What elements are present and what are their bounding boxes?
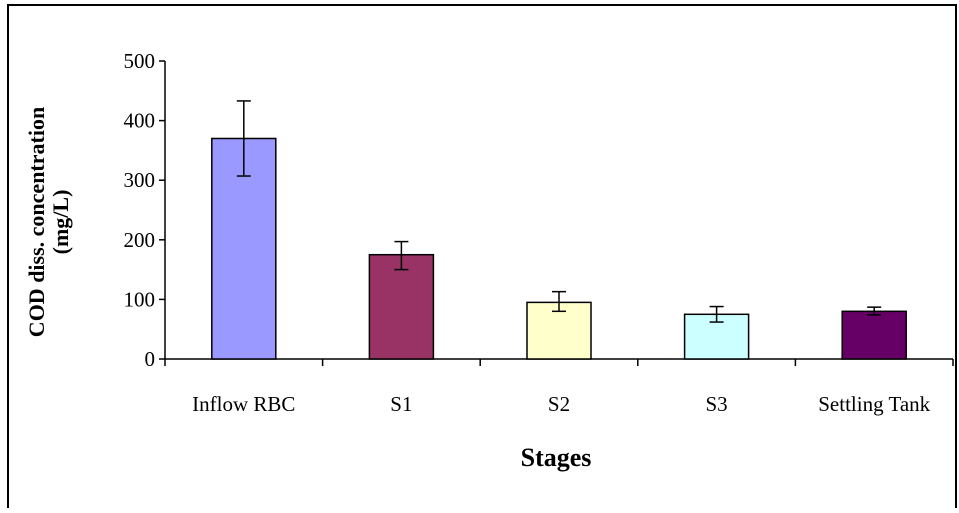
chart-border [7, 4, 957, 513]
x-category-label: S1 [390, 392, 412, 416]
x-category-label: S2 [548, 392, 570, 416]
x-axis-title: Stages [521, 443, 592, 472]
bar-s1 [368, 253, 435, 360]
y-tick-label: 0 [145, 347, 156, 371]
y-axis-title-line1: COD diss. concentration [24, 107, 49, 337]
y-axis-title-line2: (mg/L) [48, 190, 73, 255]
y-tick-label: 400 [124, 109, 156, 133]
y-tick-label: 500 [124, 49, 156, 73]
y-tick-label: 300 [124, 168, 156, 192]
bar-settling-tank [841, 310, 907, 360]
x-category-label: Inflow RBC [192, 392, 295, 416]
y-tick-label: 200 [124, 228, 156, 252]
plot-area: 0 100 200 300 400 500 Inflow RBC S1 S2 S3 Settling… [124, 49, 954, 416]
x-category-label: S3 [706, 392, 728, 416]
x-category-label: Settling Tank [818, 392, 930, 416]
y-tick-label: 100 [124, 287, 156, 311]
